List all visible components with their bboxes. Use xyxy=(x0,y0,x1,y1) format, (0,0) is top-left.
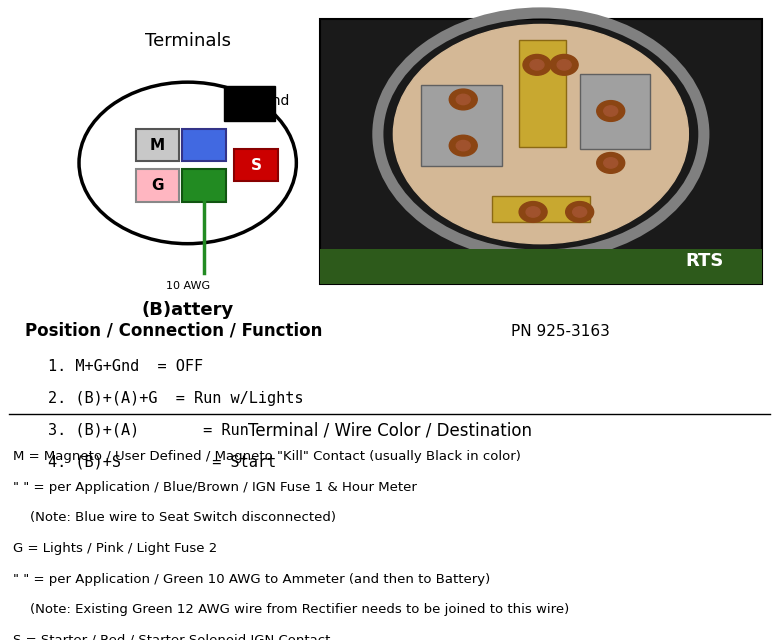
Circle shape xyxy=(449,135,478,156)
Circle shape xyxy=(597,100,625,122)
Text: " " = per Application / Green 10 AWG to Ammeter (and then to Battery): " " = per Application / Green 10 AWG to … xyxy=(13,573,490,586)
Text: 2. (B)+(A)+G  = Run w/Lights: 2. (B)+(A)+G = Run w/Lights xyxy=(48,391,304,406)
Text: (Note: Blue wire to Seat Switch disconnected): (Note: Blue wire to Seat Switch disconne… xyxy=(13,511,336,524)
Text: S: S xyxy=(251,157,262,173)
FancyBboxPatch shape xyxy=(580,74,650,148)
Text: Position / Connection / Function: Position / Connection / Function xyxy=(25,321,322,340)
Text: 10 AWG: 10 AWG xyxy=(166,281,210,291)
Text: Gnd: Gnd xyxy=(262,94,290,108)
Circle shape xyxy=(526,207,540,217)
FancyBboxPatch shape xyxy=(224,86,276,122)
Text: RTS: RTS xyxy=(685,252,723,269)
Circle shape xyxy=(557,60,571,70)
Circle shape xyxy=(604,157,618,168)
Text: G: G xyxy=(151,178,164,193)
Text: 1. M+G+Gnd  = OFF: 1. M+G+Gnd = OFF xyxy=(48,359,203,374)
FancyBboxPatch shape xyxy=(136,129,179,161)
Text: 3. (B)+(A)       = Run: 3. (B)+(A) = Run xyxy=(48,422,249,438)
Circle shape xyxy=(456,94,471,105)
Circle shape xyxy=(550,54,578,76)
Circle shape xyxy=(456,140,471,151)
FancyBboxPatch shape xyxy=(421,85,502,166)
FancyBboxPatch shape xyxy=(182,129,226,161)
Text: 4. (B)+S          = Start: 4. (B)+S = Start xyxy=(48,454,276,469)
Text: S = Starter / Red / Starter Solenoid IGN Contact: S = Starter / Red / Starter Solenoid IGN… xyxy=(13,634,330,640)
FancyBboxPatch shape xyxy=(319,250,762,284)
Text: (Note: Existing Green 12 AWG wire from Rectifier needs to be joined to this wire: (Note: Existing Green 12 AWG wire from R… xyxy=(13,603,569,616)
Circle shape xyxy=(519,202,547,222)
Text: PN 925-3163: PN 925-3163 xyxy=(511,324,610,339)
Text: M = Magneto / User Defined / Magneto "Kill" Contact (usually Black in color): M = Magneto / User Defined / Magneto "Ki… xyxy=(13,450,521,463)
Circle shape xyxy=(604,106,618,116)
Circle shape xyxy=(530,60,544,70)
Circle shape xyxy=(523,54,551,76)
Circle shape xyxy=(597,152,625,173)
Circle shape xyxy=(573,207,587,217)
Text: M: M xyxy=(150,138,165,152)
Text: G = Lights / Pink / Light Fuse 2: G = Lights / Pink / Light Fuse 2 xyxy=(13,542,217,555)
FancyBboxPatch shape xyxy=(182,169,226,202)
Text: Terminals: Terminals xyxy=(145,33,231,51)
Text: (B)attery: (B)attery xyxy=(142,301,234,319)
Circle shape xyxy=(566,202,594,222)
FancyBboxPatch shape xyxy=(492,196,590,222)
FancyBboxPatch shape xyxy=(234,149,278,181)
FancyBboxPatch shape xyxy=(519,40,566,147)
Text: Terminal / Wire Color / Destination: Terminal / Wire Color / Destination xyxy=(248,421,531,440)
Text: " " = per Application / Blue/Brown / IGN Fuse 1 & Hour Meter: " " = per Application / Blue/Brown / IGN… xyxy=(13,481,417,494)
Circle shape xyxy=(449,89,478,110)
FancyBboxPatch shape xyxy=(319,19,762,284)
FancyBboxPatch shape xyxy=(136,169,179,202)
Circle shape xyxy=(393,24,689,244)
